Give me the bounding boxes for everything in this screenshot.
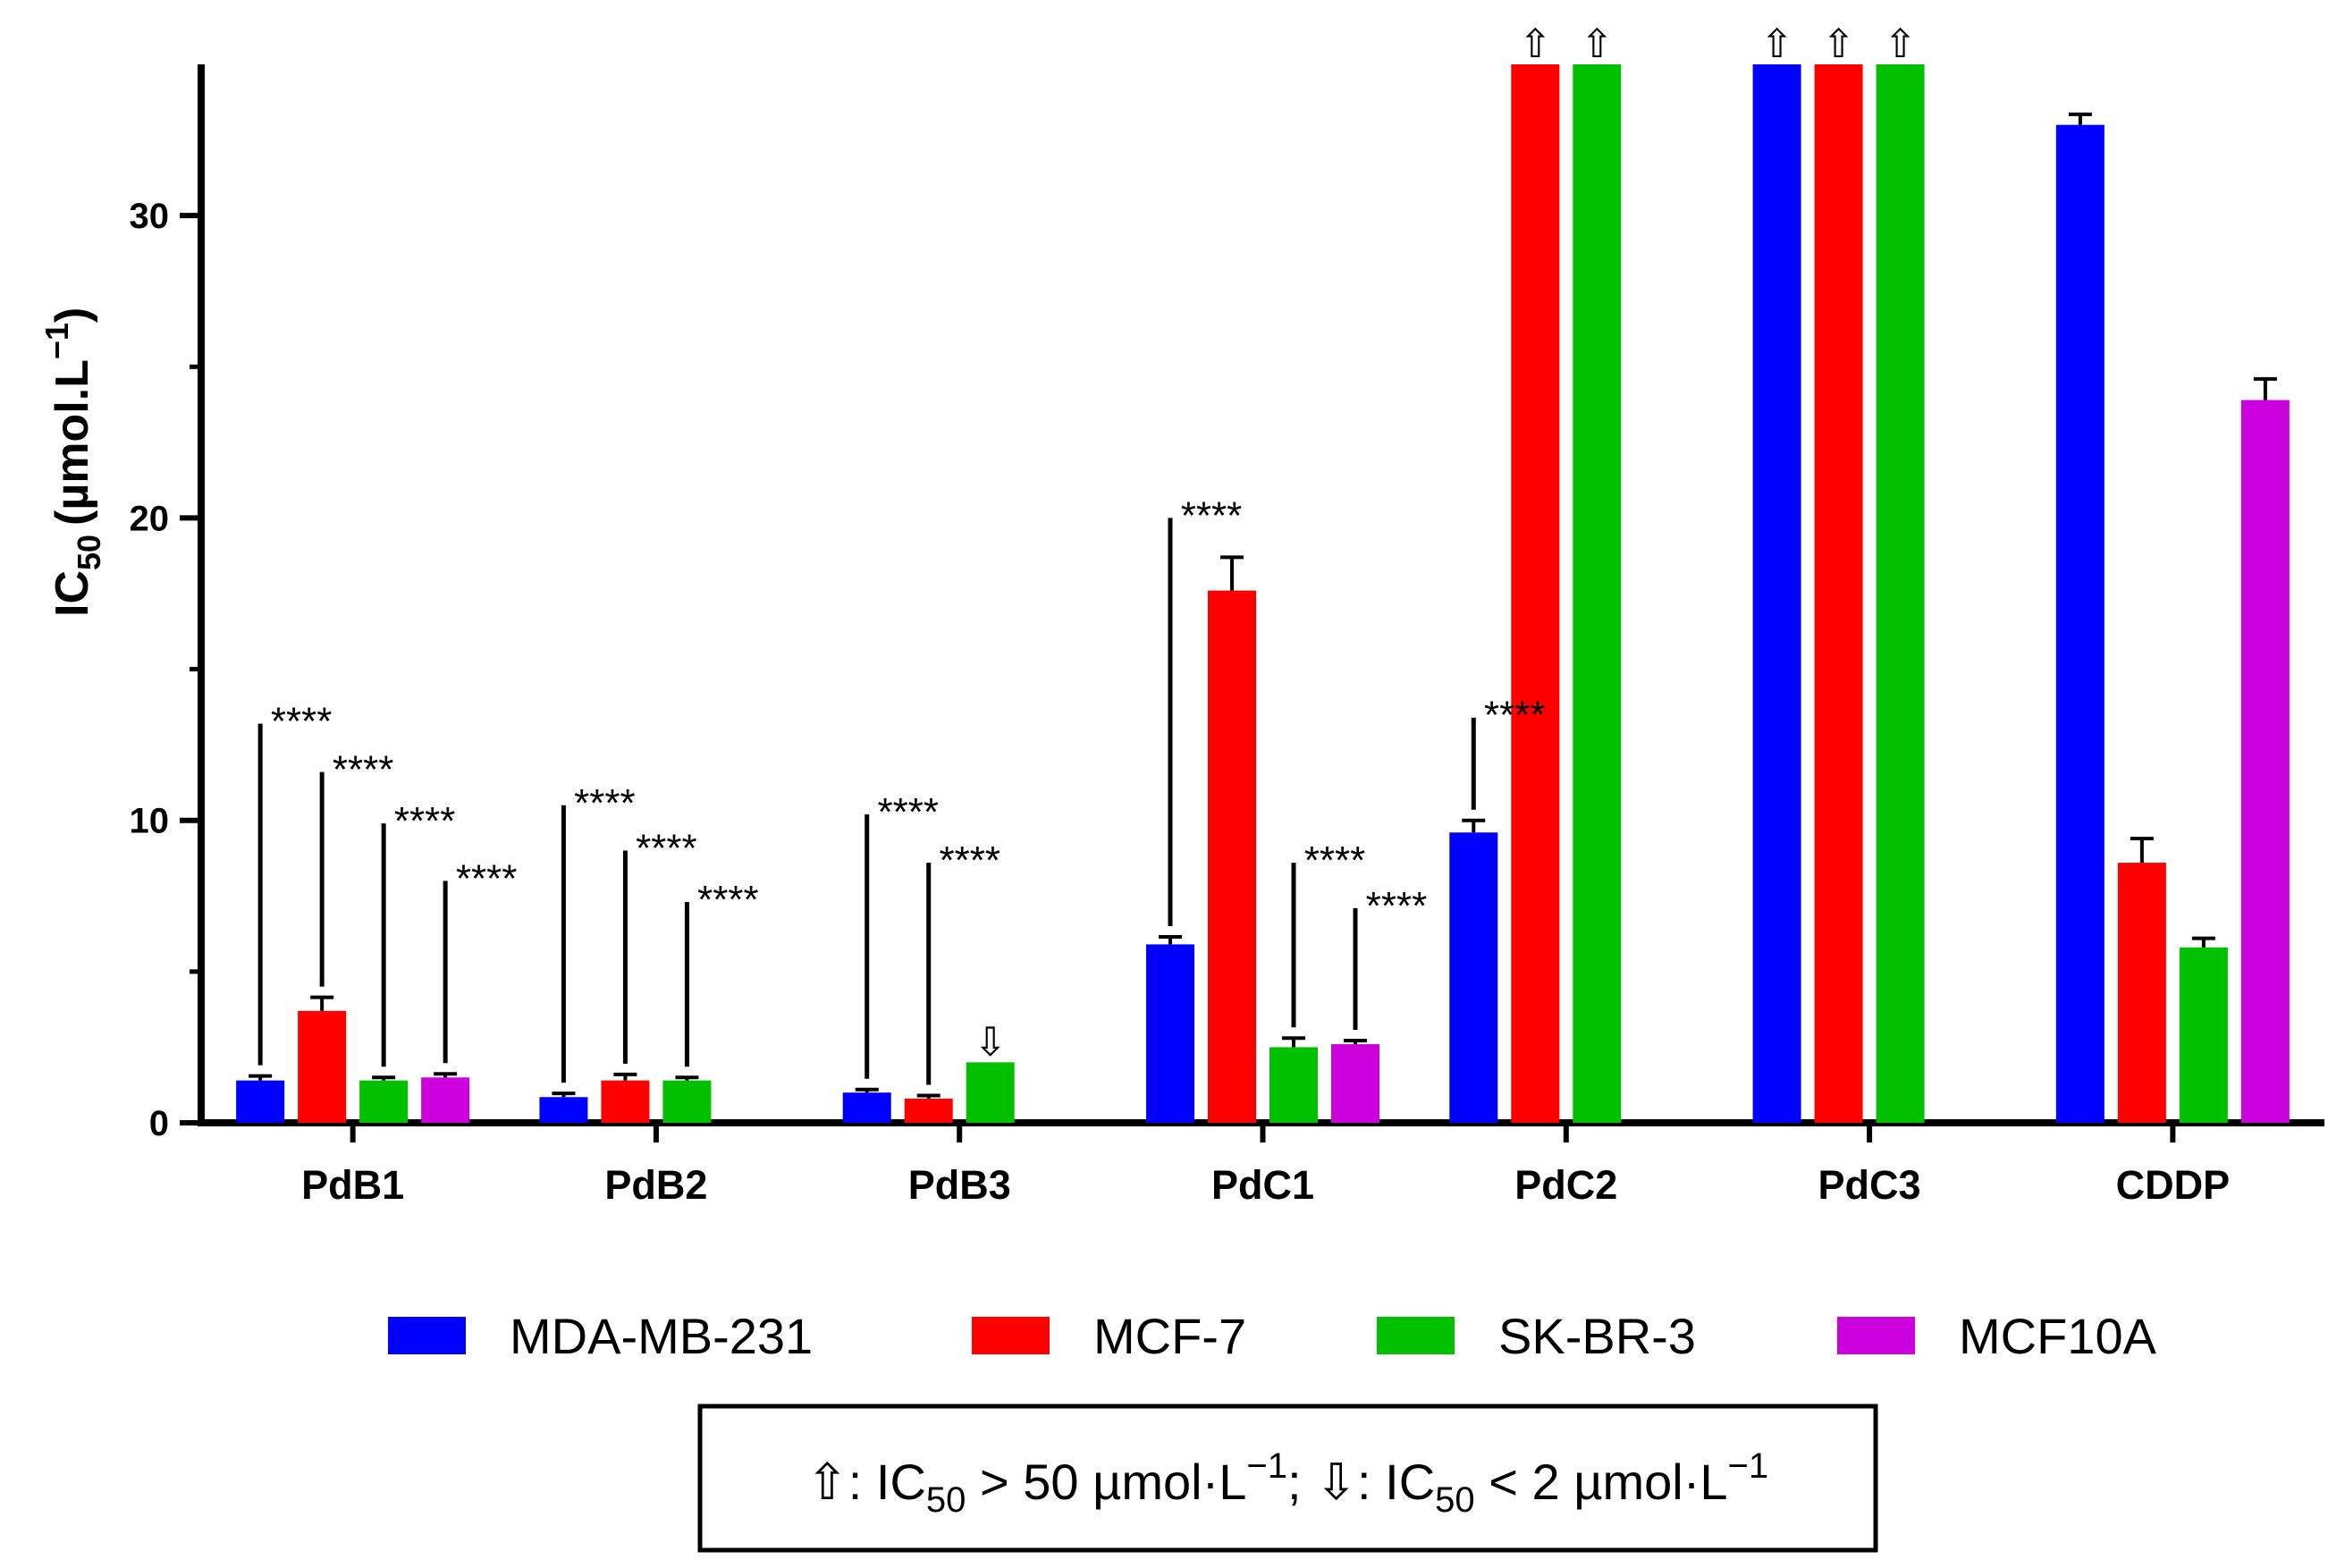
bar [236,1080,285,1123]
bar [2240,400,2290,1123]
up-arrow-icon: ⇧ [1519,21,1552,67]
legend-swatch [1837,1317,1915,1354]
legend-swatch [388,1317,466,1354]
bars: ⇩ ⇧ ⇧ ⇧ ⇧ ⇧ [236,21,2290,1124]
bar [298,1010,347,1123]
bar [2117,863,2166,1123]
note-box [697,1404,1878,1553]
significance-label: **** [394,799,456,843]
bar [1331,1044,1379,1123]
note-text: ⇧: IC50 > 50 µmol·L−1; ⇩: IC50 < 2 µmol·… [806,1446,1768,1520]
legend-label: MDA-MB-231 [510,1308,813,1364]
bar [2179,947,2228,1123]
x-tick-label: PdB2 [604,1162,707,1208]
y-tick-label: 0 [149,1104,169,1143]
significance-label: **** [1304,839,1366,882]
x-tick-label: PdC2 [1514,1162,1617,1208]
up-arrow-icon: ⇧ [1760,21,1793,67]
bar [1814,64,1863,1123]
bar [904,1098,953,1123]
x-tick-label: PdC3 [1818,1162,1921,1208]
legend-label: SK-BR-3 [1498,1308,1696,1364]
x-tick-label: PdB3 [908,1162,1011,1208]
bar [1146,944,1194,1123]
significance-annotations: ****************************************… [257,493,1546,1085]
significance-label: **** [636,827,697,871]
y-tick-label: 30 [130,197,170,236]
significance-label: **** [1181,493,1243,537]
legend-swatch [1377,1317,1455,1354]
significance-label: **** [1484,694,1546,738]
bar [539,1097,588,1123]
significance-label: **** [456,856,518,900]
bar [1270,1047,1318,1123]
bar [1511,64,1560,1123]
significance-label: **** [271,699,333,743]
significance-label: **** [939,839,1000,882]
significance-label: **** [574,781,636,825]
bar [1573,64,1622,1123]
bar [966,1062,1015,1123]
bar [842,1092,891,1123]
x-tick-label: CDDP [2116,1162,2231,1208]
significance-label: **** [1366,884,1428,928]
significance-label: **** [877,790,939,834]
bar [2055,124,2105,1124]
bar [359,1080,409,1123]
legend-swatch [972,1317,1050,1354]
y-axis-label: IC50(µmol.L−1) [38,308,107,617]
x-tick-label: PdC1 [1211,1162,1314,1208]
up-arrow-icon: ⇧ [1581,21,1614,67]
significance-label: **** [697,878,759,922]
y-tick-label: 20 [130,499,170,538]
legend-label: MCF-7 [1093,1308,1246,1364]
bar [1752,64,1801,1123]
y-tick-label: 10 [130,802,170,841]
bar [1876,64,1925,1123]
x-tick-label: PdB1 [301,1162,404,1208]
bar [662,1080,712,1123]
bar [421,1077,470,1123]
legend-label: MCF10A [1959,1308,2157,1364]
legend: MDA-MB-231 MCF-7 SK-BR-3 MCF10A [388,1308,2157,1364]
bar [1208,590,1256,1123]
up-arrow-icon: ⇧ [1884,21,1917,67]
bar [1449,832,1498,1123]
bar [601,1080,650,1123]
up-arrow-icon: ⇧ [1822,21,1855,67]
significance-label: **** [333,748,394,792]
down-arrow-icon: ⇩ [974,1019,1007,1065]
